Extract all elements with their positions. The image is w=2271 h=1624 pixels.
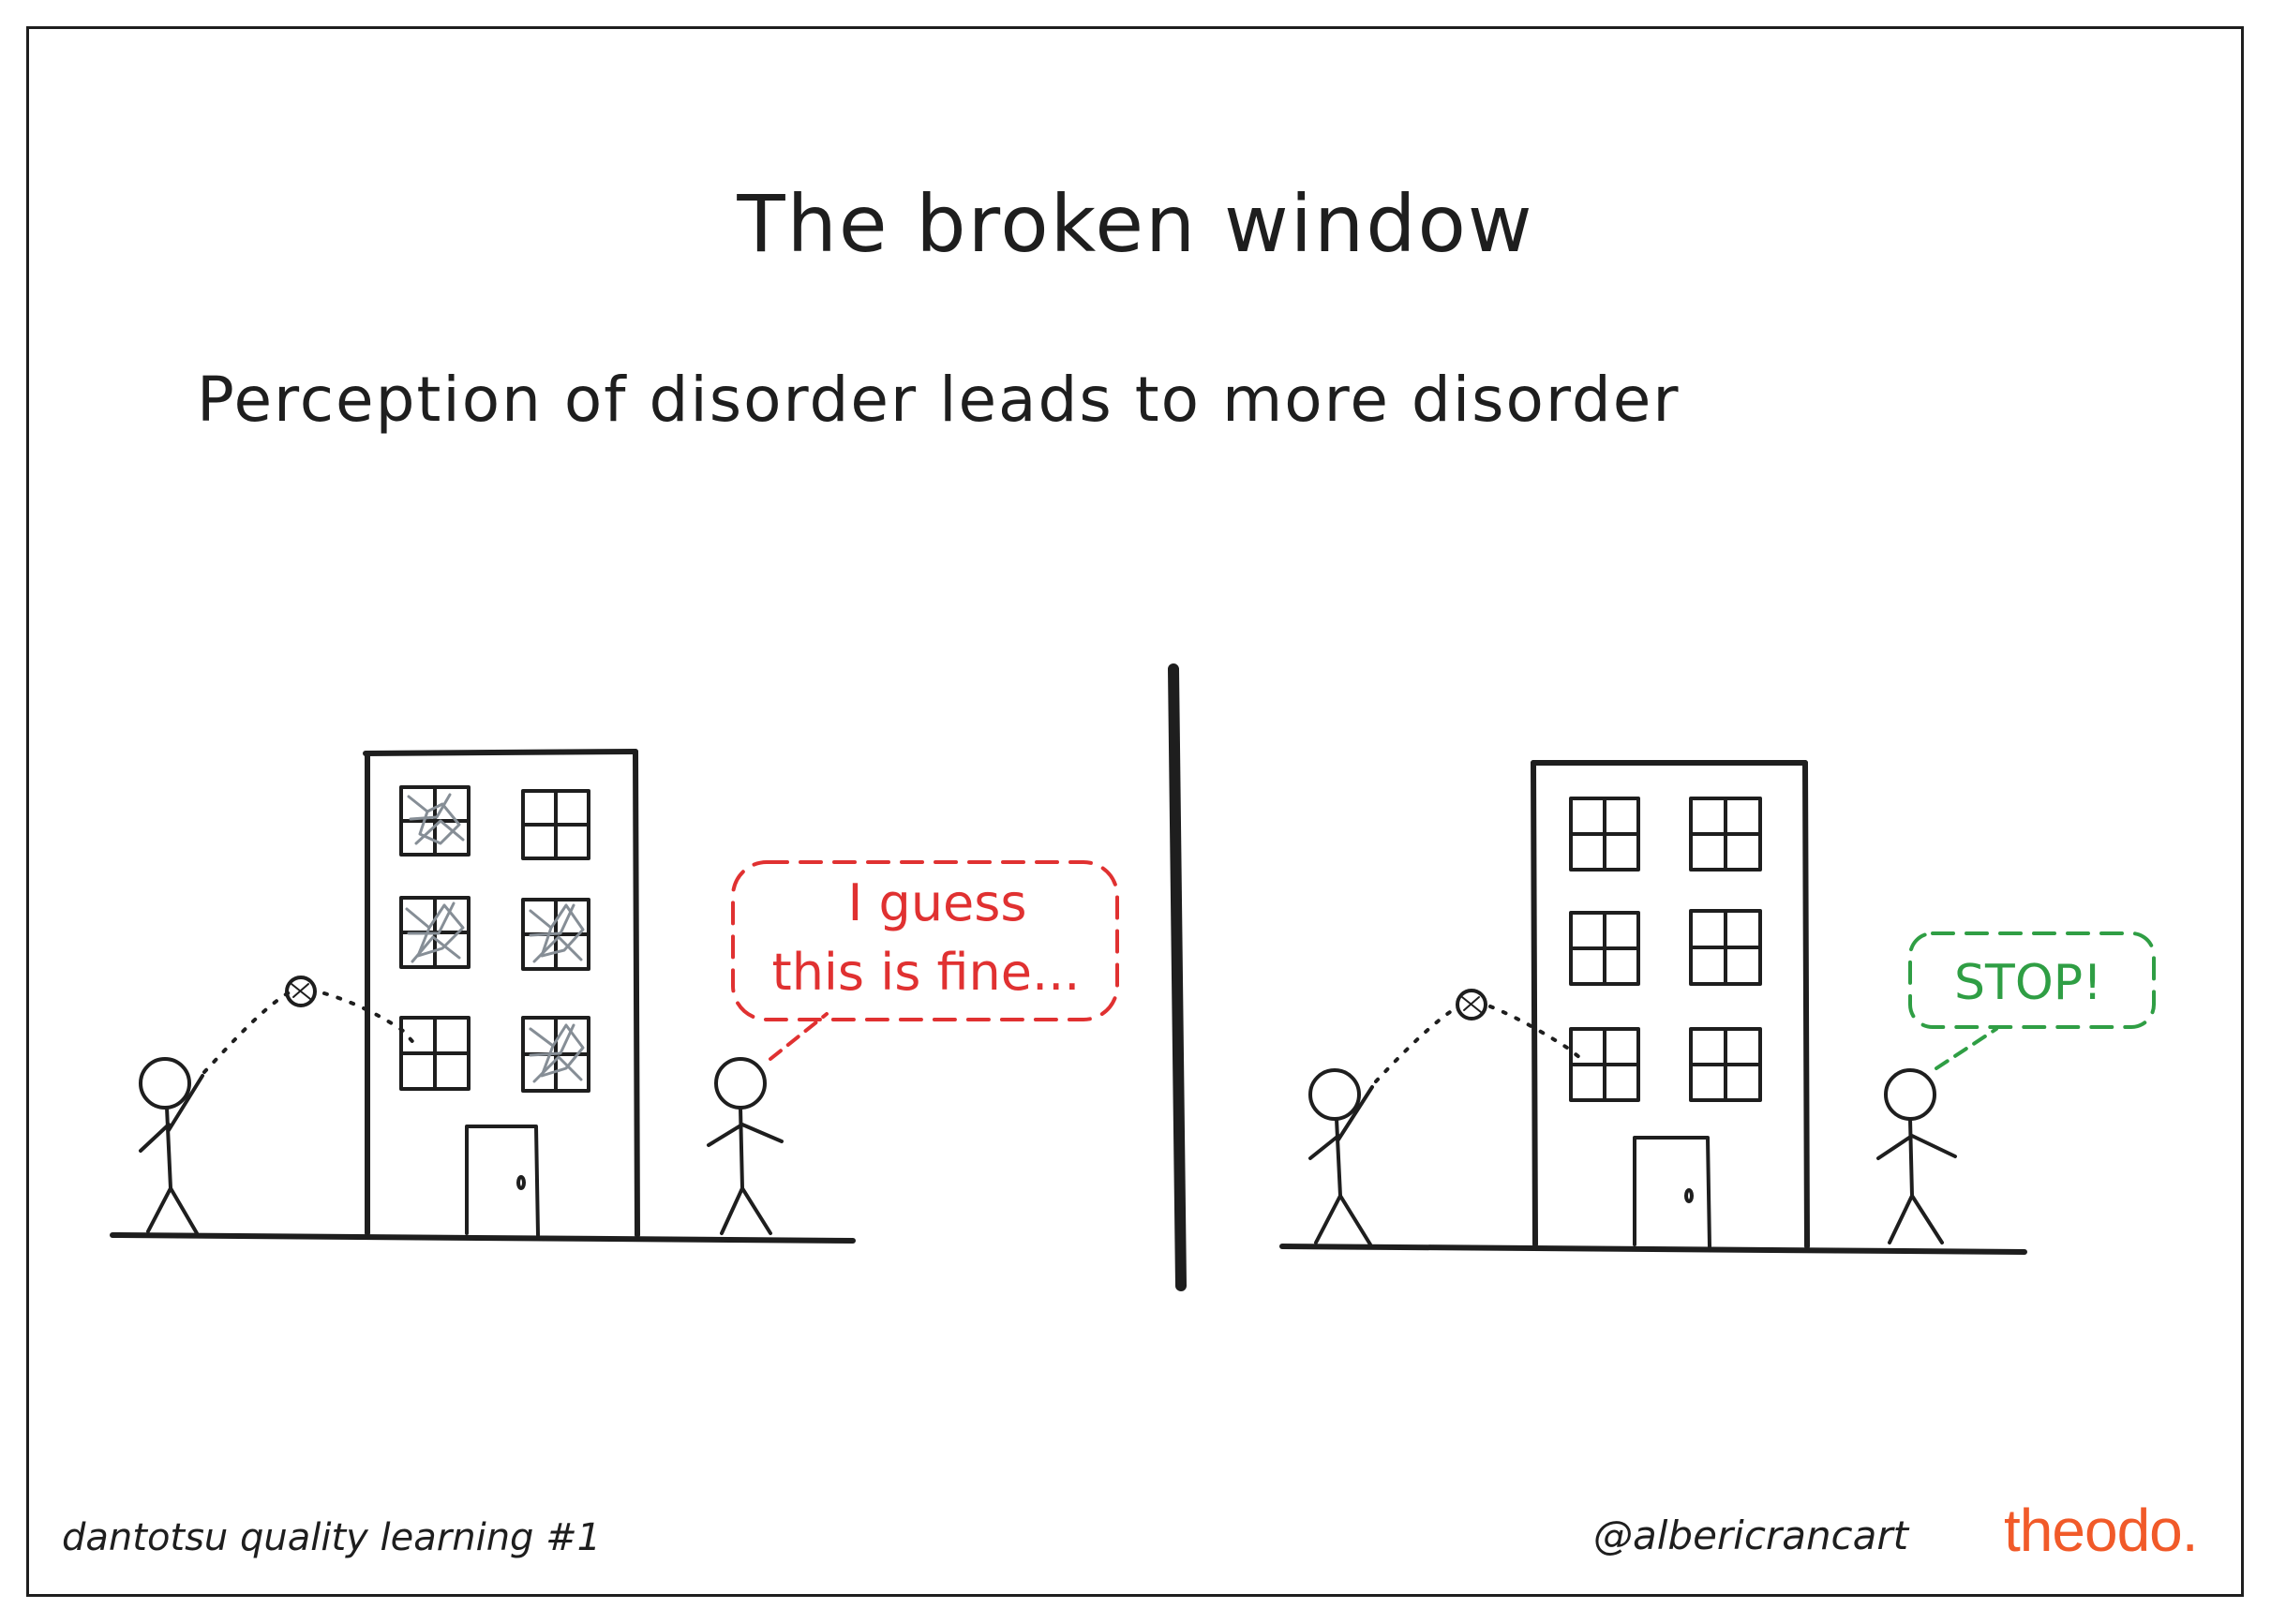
right-observer-figure (1876, 1068, 1957, 1244)
left-bubble-line1: I guess (847, 873, 1026, 932)
footer-series-label: dantotsu quality learning #1 (62, 1516, 602, 1559)
left-ground (110, 1232, 856, 1244)
right-door (1633, 1136, 1711, 1248)
left-door (465, 1125, 540, 1237)
left-observer-figure (707, 1057, 784, 1235)
right-bubble-text: STOP! (1954, 955, 2102, 1011)
right-window (1689, 797, 1762, 872)
theodo-logo: theodo. (2004, 1497, 2199, 1564)
page-frame (26, 26, 2244, 1597)
right-ball (1456, 989, 1487, 1021)
right-building (1531, 760, 1810, 1249)
right-speech-pointer (1935, 1027, 1998, 1070)
left-window-broken (521, 1016, 590, 1093)
right-window (1569, 911, 1640, 986)
right-window (1689, 1027, 1762, 1102)
right-ball-trajectory (1488, 1005, 1586, 1063)
page-subtitle: Perception of disorder leads to more dis… (197, 364, 1681, 436)
left-thrower-figure (139, 1057, 204, 1235)
page-title: The broken window (737, 178, 1534, 270)
left-ball-trajectory (322, 991, 420, 1050)
scene-divider (1168, 663, 1187, 1291)
left-building (363, 749, 640, 1238)
left-ball (285, 976, 317, 1007)
left-window-broken (399, 785, 471, 857)
left-window (521, 789, 590, 860)
left-ball-trajectory (202, 990, 292, 1074)
left-bubble-line2: this is fine... (772, 943, 1081, 1002)
right-ground (1279, 1244, 2027, 1255)
right-window (1569, 797, 1640, 872)
right-window (1569, 1027, 1640, 1102)
left-speech-bubble (731, 860, 1119, 1021)
right-ball-trajectory (1374, 1005, 1460, 1083)
right-window (1689, 909, 1762, 986)
left-window-broken (399, 896, 471, 969)
footer-author-handle: @albericrancart (1593, 1512, 1909, 1558)
left-window (399, 1016, 471, 1091)
right-speech-bubble (1908, 931, 2156, 1029)
right-scene (1279, 760, 2156, 1255)
right-thrower-figure (1308, 1068, 1374, 1246)
left-speech-pointer (769, 1012, 829, 1061)
left-scene (110, 749, 1119, 1244)
left-window-broken (521, 898, 590, 971)
